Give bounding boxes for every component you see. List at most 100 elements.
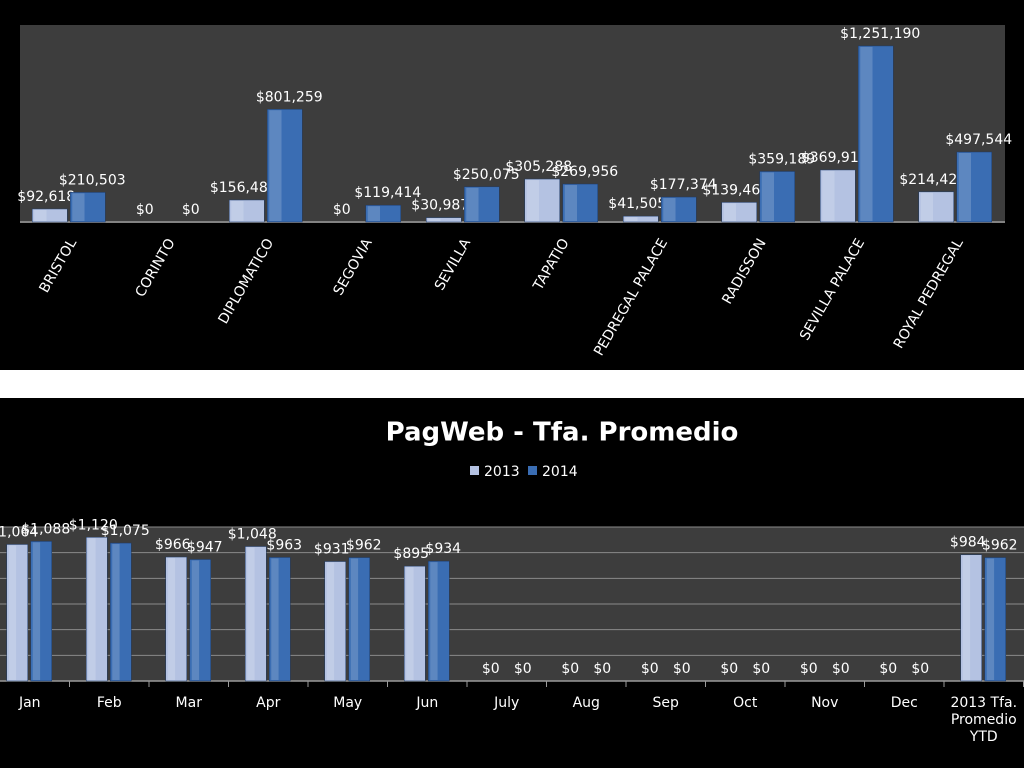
bar-shine	[271, 558, 279, 680]
bar-shine	[231, 200, 244, 221]
x-tick-label-box: July	[494, 695, 520, 711]
bar	[562, 183, 598, 223]
data-label: $931	[314, 542, 350, 558]
data-label: $369,911	[801, 150, 868, 166]
bar-shine	[526, 180, 539, 221]
bar-shine	[663, 198, 676, 221]
data-label: $139,467	[702, 182, 769, 198]
data-label: $947	[187, 539, 223, 555]
bar	[661, 196, 697, 223]
x-tick-label-box: Jun	[416, 695, 438, 711]
bar	[86, 537, 108, 682]
data-label: $269,956	[551, 164, 618, 180]
data-label: $0	[182, 202, 200, 218]
bar-shine	[72, 193, 85, 221]
bar	[348, 557, 370, 682]
bar-shine	[723, 203, 736, 221]
x-tick-label-box: Nov	[811, 695, 839, 711]
data-label: $962	[982, 538, 1018, 554]
x-tick-label-box: Sep	[652, 695, 679, 711]
bar	[324, 561, 346, 682]
bar	[984, 557, 1006, 682]
chart-title: PagWeb - Tfa. Promedio	[386, 418, 739, 448]
data-label: $156,483	[210, 180, 277, 196]
data-label: $0	[136, 202, 154, 218]
x-tick-label-box: Apr	[256, 695, 280, 711]
x-tick-label: Feb	[96, 695, 122, 711]
x-tick-label-box: May	[333, 695, 363, 711]
data-label: $1,048	[228, 527, 277, 543]
bar-shine	[962, 555, 971, 680]
data-label: $0	[720, 661, 738, 677]
bar	[404, 565, 426, 682]
bar	[269, 557, 291, 682]
legend-swatch	[528, 466, 537, 475]
legend-label: 2014	[542, 464, 578, 480]
bar	[960, 554, 982, 682]
data-label: $895	[393, 546, 429, 562]
bar-shine	[8, 545, 17, 680]
x-tick-label: May	[333, 695, 363, 711]
bar	[30, 541, 52, 682]
x-tick-label: Aug	[572, 695, 600, 711]
data-label: $305,288	[505, 159, 572, 175]
bar-shine	[247, 547, 255, 680]
x-tick-label-box: Oct	[733, 695, 757, 711]
bar	[189, 559, 211, 682]
data-label: $0	[832, 661, 850, 677]
separator	[0, 370, 1024, 398]
x-tick-label: Sep	[652, 695, 679, 711]
data-label: $1,088	[21, 521, 70, 537]
x-tick-label-box: Mar	[176, 695, 202, 711]
bar-shine	[191, 560, 200, 680]
bar	[426, 217, 462, 223]
bar	[858, 45, 894, 223]
data-label: $214,428	[899, 172, 966, 188]
bar-shine	[625, 217, 638, 221]
x-tick-label: July	[494, 695, 520, 711]
bar-shine	[367, 206, 380, 221]
x-tick-label: Nov	[811, 695, 839, 711]
data-label: $0	[879, 661, 897, 677]
bar	[623, 215, 659, 223]
bar	[721, 202, 757, 223]
data-label: $0	[333, 202, 351, 218]
bar-shine	[167, 558, 176, 680]
data-label: $984	[950, 535, 986, 551]
data-label: $934	[425, 541, 461, 557]
data-label: $0	[800, 661, 818, 677]
data-label: $0	[593, 661, 611, 677]
data-label: $0	[673, 661, 691, 677]
x-tick-label-box: 2013 Tfa. Promedio YTD	[950, 695, 1018, 745]
x-tick-label: 2013 Tfa. Promedio YTD	[950, 695, 1018, 745]
plot-area	[20, 25, 1005, 223]
data-label: $0	[482, 661, 500, 677]
bar	[956, 151, 992, 223]
data-label: $801,259	[256, 89, 323, 105]
data-label: $962	[346, 538, 382, 554]
bar-shine	[860, 46, 873, 221]
data-label: $177,374	[650, 177, 717, 193]
data-label: $963	[266, 537, 302, 553]
bar-shine	[32, 542, 41, 680]
x-tick-label: Dec	[890, 695, 918, 711]
data-label: $359,189	[748, 151, 815, 167]
data-label: $966	[155, 537, 191, 553]
legend-swatch	[470, 466, 479, 475]
data-label: $497,544	[945, 132, 1012, 148]
data-label: $119,414	[354, 185, 421, 201]
data-label: $0	[514, 661, 532, 677]
data-label: $92,618	[17, 189, 75, 205]
bar-shine	[350, 558, 359, 680]
data-label: $30,987	[411, 198, 469, 214]
x-tick-label-box: Feb	[96, 695, 122, 711]
x-tick-label-box: Aug	[572, 695, 600, 711]
bar	[759, 171, 795, 223]
bar-shine	[112, 544, 120, 680]
data-label: $0	[561, 661, 579, 677]
bar-shine	[88, 538, 96, 680]
bar	[229, 199, 265, 223]
bar	[464, 186, 500, 223]
data-label: $0	[752, 661, 770, 677]
